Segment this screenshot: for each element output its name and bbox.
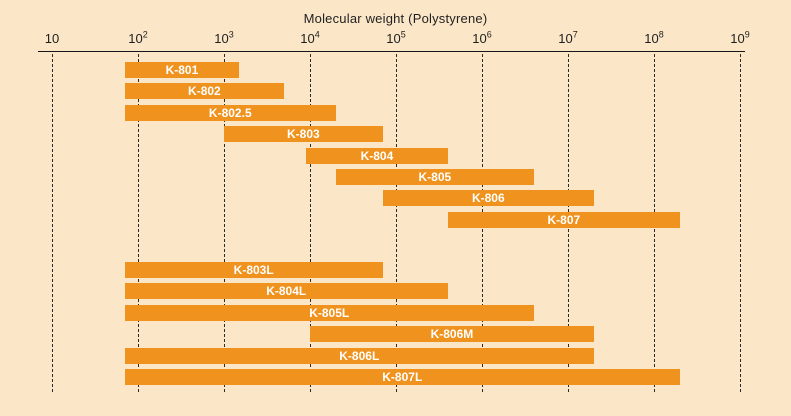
- range-bar-k-806: K-806: [382, 190, 594, 206]
- x-axis-tick-label: 10: [44, 31, 60, 46]
- range-bar-k-806l: K-806L: [124, 348, 594, 364]
- x-axis-tick-label: 104: [300, 29, 320, 46]
- range-bar-k-805: K-805: [335, 169, 534, 185]
- decade-gridline: [740, 54, 741, 392]
- range-bar-k-807l: K-807L: [124, 369, 680, 385]
- range-bar-k-806m: K-806M: [310, 326, 594, 342]
- range-bar-k-805l: K-805L: [124, 305, 534, 321]
- decade-gridline: [52, 54, 53, 392]
- x-axis-tick-label: 103: [214, 29, 234, 46]
- range-bar-k-804l: K-804L: [124, 283, 448, 299]
- decade-gridline: [224, 54, 225, 392]
- decade-gridline: [396, 54, 397, 392]
- x-axis-line: [38, 51, 745, 52]
- range-bar-k-803: K-803: [224, 126, 383, 142]
- x-axis-tick-label: 102: [128, 29, 148, 46]
- range-bar-k-803l: K-803L: [124, 262, 383, 278]
- x-axis-tick-label: 106: [472, 29, 492, 46]
- range-bar-k-807: K-807: [447, 212, 680, 228]
- range-bar-k-804: K-804: [306, 148, 448, 164]
- x-axis-tick-label: 105: [386, 29, 406, 46]
- chart-title: Molecular weight (Polystyrene): [303, 11, 488, 26]
- range-bar-k-802.5: K-802.5: [124, 105, 336, 121]
- range-bar-k-802: K-802: [124, 83, 285, 99]
- x-axis-tick-label: 109: [730, 29, 750, 46]
- x-axis-tick-label: 107: [558, 29, 578, 46]
- x-axis-tick-label: 108: [644, 29, 664, 46]
- decade-gridline: [310, 54, 311, 392]
- range-bar-k-801: K-801: [124, 62, 240, 78]
- decade-gridline: [138, 54, 139, 392]
